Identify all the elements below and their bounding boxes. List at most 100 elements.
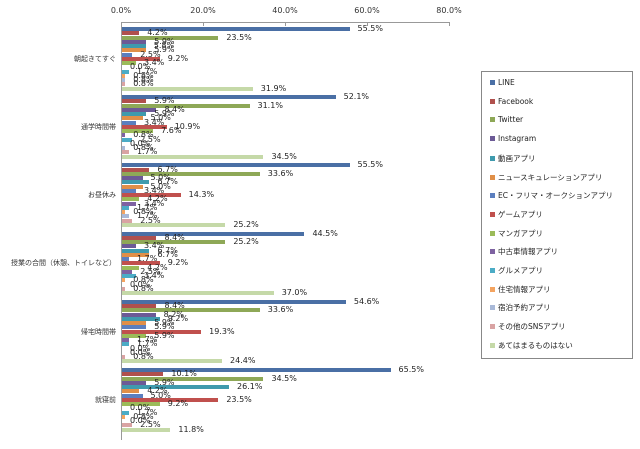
data-label: 5.9% [154, 45, 175, 55]
data-label: 5.9% [154, 322, 175, 332]
category-label: 帰宅時間帯 [81, 327, 116, 336]
legend-item: ゲームアプリ [490, 209, 543, 220]
bar [122, 112, 147, 117]
legend-item: 中古車情報アプリ [490, 246, 558, 257]
data-label: 5.0% [150, 173, 171, 183]
bar [122, 95, 336, 100]
data-label: 10.1% [171, 369, 197, 379]
bar [122, 338, 129, 343]
bar [122, 44, 146, 48]
bar [122, 342, 129, 347]
bar [122, 78, 126, 82]
legend-swatch-icon [490, 286, 495, 292]
data-label: 6.7% [157, 177, 178, 187]
data-label: 34.5% [271, 151, 297, 161]
legend-label: Twitter [498, 115, 524, 125]
data-label: 52.1% [343, 92, 370, 102]
category-label: 通学時間帯 [81, 123, 116, 132]
x-axis-line [121, 22, 449, 23]
data-label: 65.5% [398, 365, 424, 374]
data-label: 5.9% [154, 330, 175, 340]
bar [122, 286, 126, 291]
bar [122, 333, 147, 338]
legend-swatch-icon [490, 324, 495, 330]
legend-swatch-icon [490, 342, 495, 348]
bar [122, 73, 126, 78]
bar [122, 274, 136, 279]
x-tick-label: 80.0% [436, 6, 462, 15]
bar [122, 235, 157, 240]
legend-label: ニュースキュレーションアプリ [498, 172, 603, 182]
legend-swatch-icon [490, 249, 495, 255]
data-label: 3.4% [143, 241, 165, 251]
bar [122, 201, 136, 206]
data-label: 0.8% [133, 275, 154, 285]
legend-label: 住宅情報アプリ [498, 284, 551, 294]
data-label: 24.4% [230, 356, 256, 366]
data-label: 0.8% [133, 75, 154, 84]
data-label: 0.8% [133, 143, 154, 153]
data-label: 26.1% [237, 382, 263, 391]
bar [122, 188, 136, 193]
data-label: 5.9% [154, 36, 175, 46]
data-label: 4.2% [147, 386, 168, 396]
data-label: 3.4% [143, 198, 165, 208]
data-label: 55.5% [357, 160, 383, 170]
legend-item: 住宅情報アプリ [490, 284, 551, 295]
bar [122, 316, 160, 321]
data-label: 6.7% [157, 245, 178, 255]
data-label: 0.8% [133, 352, 154, 362]
bar [122, 304, 157, 309]
bar [122, 312, 156, 317]
bar [122, 414, 126, 419]
bar [122, 107, 157, 112]
legend-swatch-icon [490, 136, 495, 142]
legend-swatch-icon [490, 155, 495, 161]
legend-item: Facebook [490, 97, 533, 106]
bar [122, 299, 346, 304]
data-label: 0.0% [130, 403, 151, 413]
legend-swatch-icon [490, 305, 495, 311]
data-label: 0.8% [133, 207, 154, 217]
x-tick-label: 20.0% [190, 6, 216, 15]
data-label: 10.9% [174, 121, 201, 131]
bar [122, 124, 167, 129]
bar [122, 27, 350, 31]
data-label: 0.0% [130, 347, 151, 357]
bar [122, 31, 140, 36]
data-label: 8.2% [163, 309, 184, 319]
bar [122, 69, 129, 74]
legend-swatch-icon [490, 80, 495, 85]
bar [122, 184, 143, 189]
data-label: 0.0% [130, 138, 151, 148]
data-label: 14.3% [188, 190, 215, 200]
category-label: お昼休み [88, 191, 116, 200]
x-tick-mark [285, 22, 286, 26]
data-label: 0.8% [133, 411, 154, 421]
bar [122, 368, 391, 372]
data-label: 25.2% [233, 237, 259, 247]
bar [122, 257, 129, 262]
bar [122, 393, 143, 398]
legend-item: グルメアプリ [490, 265, 543, 276]
x-tick-label: 0.0% [110, 6, 132, 15]
bar [122, 167, 150, 172]
bar [122, 427, 171, 432]
data-label: 0.8% [133, 79, 154, 89]
data-label: 1.7% [136, 147, 158, 157]
bar [122, 278, 126, 283]
bar [122, 325, 147, 330]
data-label: 44.5% [312, 228, 338, 238]
data-label: 3.4% [143, 271, 165, 281]
data-label: 2.5% [140, 266, 161, 276]
bar [122, 171, 260, 176]
data-label: 3.4% [143, 117, 165, 127]
legend-label: EC・フリマ・オークションアプリ [498, 191, 613, 201]
x-tick-mark [367, 22, 368, 26]
bar [122, 35, 219, 40]
data-label: 9.2% [167, 399, 189, 408]
data-label: 5.9% [154, 96, 175, 106]
data-label: 5.0% [150, 113, 171, 123]
bar [122, 193, 181, 198]
data-label: 4.2% [147, 194, 168, 204]
